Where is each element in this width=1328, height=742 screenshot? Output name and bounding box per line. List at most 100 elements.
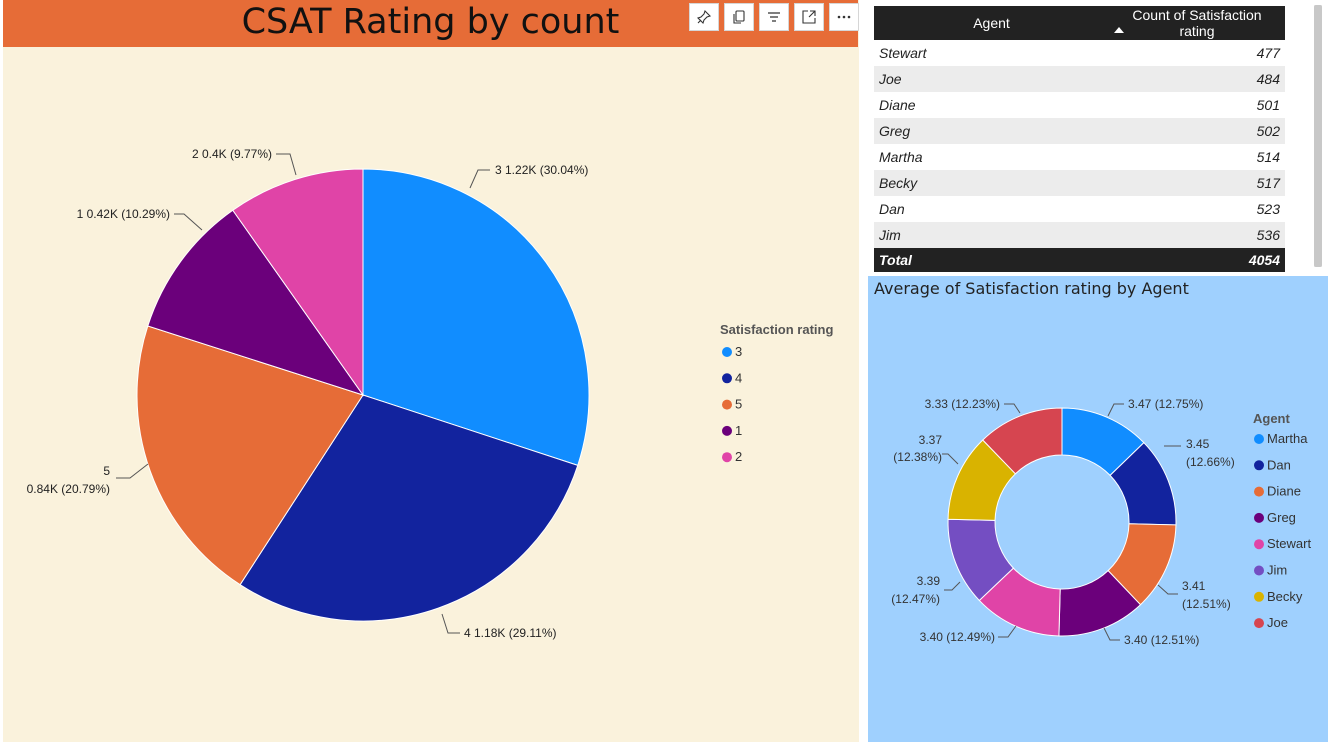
pie-data-label: 5	[103, 464, 110, 478]
table-row: Dan 523	[874, 196, 1285, 222]
donut-legend-item[interactable]: Diane	[1267, 484, 1301, 499]
table-row: Stewart 477	[874, 40, 1285, 66]
table-scrollbar-thumb[interactable]	[1314, 5, 1322, 267]
pie-slice-3[interactable]	[362, 168, 590, 467]
agent-cell: Dan	[879, 201, 905, 217]
donut-chart: 3.47 (12.75%) 3.45 (12.66%) 3.41 (12.51%…	[891, 397, 1311, 647]
count-cell: 501	[1256, 97, 1280, 113]
donut-legend-item[interactable]: Jim	[1267, 563, 1287, 578]
donut-data-label: 3.40 (12.49%)	[920, 630, 995, 644]
pie-legend-marker[interactable]	[722, 399, 732, 410]
table-header-count[interactable]: Count of Satisfaction rating	[1109, 6, 1285, 40]
count-cell: 477	[1256, 45, 1280, 61]
page-title: CSAT Rating by count	[241, 2, 620, 42]
donut-legend-marker[interactable]	[1254, 618, 1264, 629]
agent-count-table: Agent Count of Satisfaction rating Stewa…	[874, 6, 1285, 272]
pie-data-label: 2 0.4K (9.77%)	[192, 147, 272, 161]
pin-icon	[696, 9, 712, 25]
donut-legend-item[interactable]: Stewart	[1267, 536, 1311, 551]
pie-legend-marker[interactable]	[722, 347, 732, 357]
count-cell: 514	[1256, 149, 1280, 165]
donut-legend-item[interactable]: Greg	[1267, 510, 1296, 525]
table-row: Greg 502	[874, 118, 1285, 144]
pie-slice-5[interactable]	[136, 325, 364, 586]
donut-chart-title: Average of Satisfaction rating by Agent	[874, 279, 1189, 298]
pie-leader-line	[469, 169, 490, 189]
agent-cell: Diane	[879, 97, 916, 113]
copy-icon	[733, 10, 745, 24]
pie-data-label: 4 1.18K (29.11%)	[464, 626, 557, 640]
agent-cell: Jim	[874, 222, 1109, 248]
pin-button[interactable]	[689, 3, 719, 31]
pie-slice-4[interactable]	[239, 394, 579, 622]
total-value: 4054	[1109, 248, 1285, 272]
donut-data-label: (12.47%)	[891, 592, 940, 606]
pie-leader-line	[441, 613, 460, 634]
table-row: Martha 514	[874, 144, 1285, 170]
donut-data-label: 3.37	[919, 433, 943, 447]
table-header-agent[interactable]: Agent	[874, 6, 1109, 40]
donut-slice-joe[interactable]	[982, 407, 1063, 475]
filter-button[interactable]	[759, 3, 789, 31]
table-row: Diane 501	[874, 92, 1285, 118]
agent-cell: Becky	[874, 170, 1109, 196]
focus-mode-icon	[802, 10, 816, 24]
donut-legend-marker[interactable]	[1254, 486, 1264, 497]
donut-legend-marker[interactable]	[1254, 591, 1264, 602]
pie-data-label: 3 1.22K (30.04%)	[495, 163, 588, 177]
donut-leader-line	[1103, 627, 1120, 641]
copy-button[interactable]	[724, 3, 754, 31]
table-row: Jim 536	[874, 222, 1285, 248]
pie-legend-marker[interactable]	[722, 425, 732, 436]
donut-leader-line	[1107, 403, 1124, 417]
donut-leader-line	[944, 581, 961, 591]
agent-cell: Stewart	[879, 45, 927, 61]
donut-legend-marker[interactable]	[1254, 539, 1264, 550]
donut-legend-item[interactable]: Martha	[1267, 431, 1308, 446]
donut-legend-marker[interactable]	[1254, 460, 1264, 471]
donut-data-label: (12.38%)	[893, 450, 942, 464]
pie-legend-item[interactable]: 2	[735, 449, 742, 464]
pie-leader-line	[174, 213, 203, 231]
table-row: Becky 517	[874, 170, 1285, 196]
sort-ascending-icon	[1114, 27, 1124, 33]
donut-chart-panel: Average of Satisfaction rating by Agent …	[868, 276, 1328, 742]
donut-legend-marker[interactable]	[1254, 512, 1264, 523]
donut-leader-line	[998, 625, 1017, 638]
donut-legend-title: Agent	[1253, 411, 1291, 426]
filter-icon	[768, 12, 780, 22]
donut-legend-marker[interactable]	[1254, 565, 1264, 576]
visual-header-toolbar	[689, 3, 859, 31]
pie-legend-item[interactable]: 3	[735, 344, 742, 359]
more-options-button[interactable]	[829, 3, 859, 31]
pie-slice-2[interactable]	[232, 168, 364, 397]
table-total-row: Total 4054	[874, 248, 1285, 272]
pie-data-label: 0.84K (20.79%)	[27, 482, 110, 496]
pie-leader-line	[276, 153, 297, 176]
pie-chart: 3 1.22K (30.04%) 4 1.18K (29.11%) 5 0.84…	[27, 147, 834, 640]
pie-legend-item[interactable]: 5	[735, 397, 742, 412]
agent-cell: Martha	[879, 149, 923, 165]
pie-legend-marker[interactable]	[722, 452, 732, 463]
donut-data-label: 3.45	[1186, 437, 1210, 451]
donut-data-label: 3.41	[1182, 579, 1206, 593]
table-row: Joe 484	[874, 66, 1285, 92]
more-options-icon	[837, 15, 851, 19]
donut-legend-item[interactable]: Joe	[1267, 615, 1288, 630]
donut-leader-line	[1004, 403, 1021, 414]
donut-data-label: 3.39	[917, 574, 941, 588]
donut-data-label: (12.51%)	[1182, 597, 1231, 611]
pie-data-label: 1 0.42K (10.29%)	[77, 207, 170, 221]
pie-legend-marker[interactable]	[722, 373, 732, 384]
focus-mode-button[interactable]	[794, 3, 824, 31]
donut-legend-item[interactable]: Dan	[1267, 457, 1291, 472]
donut-data-label: (12.66%)	[1186, 455, 1235, 469]
count-cell: 523	[1256, 201, 1280, 217]
pie-legend-item[interactable]: 4	[735, 370, 742, 385]
donut-data-label: 3.40 (12.51%)	[1124, 633, 1199, 647]
count-cell: 502	[1109, 118, 1285, 144]
pie-slice-1[interactable]	[147, 209, 365, 396]
donut-legend-item[interactable]: Becky	[1267, 589, 1303, 604]
donut-legend-marker[interactable]	[1254, 434, 1264, 444]
pie-legend-item[interactable]: 1	[735, 423, 742, 438]
